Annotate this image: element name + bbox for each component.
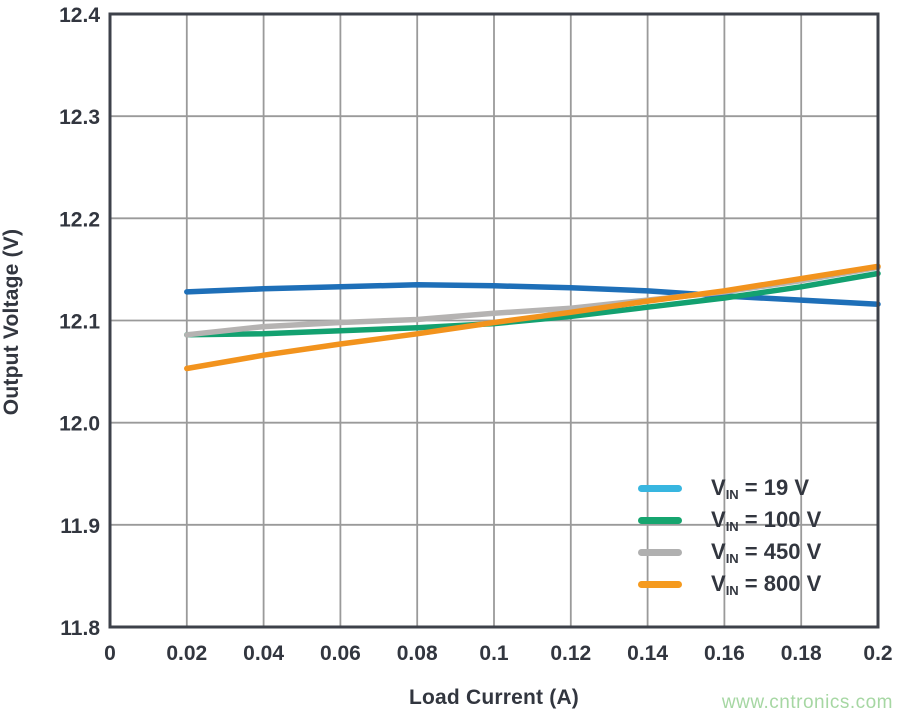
x-tick-label: 0.2 [863, 642, 892, 665]
x-tick-label: 0.04 [243, 642, 284, 665]
y-tick-label: 11.8 [60, 617, 100, 640]
legend-row: VIN = 450 V [638, 536, 821, 568]
legend-row: VIN = 100 V [638, 504, 821, 536]
x-tick-label: 0.08 [397, 642, 438, 665]
y-tick-label: 12.1 [59, 311, 100, 334]
x-tick-label: 0.02 [166, 642, 207, 665]
watermark-text: www.cntronics.com [721, 692, 893, 713]
x-tick-label: 0.1 [479, 642, 509, 665]
x-tick-label: 0.06 [320, 642, 361, 665]
y-tick-label: 12.3 [59, 106, 100, 129]
y-tick-label: 12.4 [59, 4, 100, 27]
x-axis-title: Load Current (A) [408, 686, 580, 709]
legend-label: VIN = 450 V [711, 538, 822, 566]
x-tick-label: 0.18 [781, 642, 822, 665]
y-tick-label: 11.9 [60, 515, 100, 538]
legend: VIN = 19 V VIN = 100 V VIN = 450 V VIN = 80… [638, 472, 821, 600]
y-tick-label: 12.0 [59, 413, 100, 436]
legend-label: VIN = 19 V [711, 474, 810, 502]
series-line [184, 281, 881, 307]
legend-swatch [638, 484, 682, 492]
x-tick-label: 0.12 [550, 642, 591, 665]
legend-swatch [638, 548, 682, 556]
x-tick-label: 0 [104, 642, 116, 665]
plot-border [108, 12, 880, 629]
legend-swatch [638, 580, 682, 588]
legend-row: VIN = 19 V [638, 472, 821, 504]
x-tick-label: 0.16 [704, 642, 745, 665]
legend-label: VIN = 800 V [711, 570, 822, 598]
legend-row: VIN = 800 V [638, 568, 821, 600]
y-tick-label: 12.2 [59, 208, 100, 231]
legend-swatch [638, 516, 682, 524]
series-line [184, 263, 881, 372]
x-tick-label: 0.14 [627, 642, 668, 665]
y-axis-title: Output Voltage (V) [0, 228, 23, 416]
legend-label: VIN = 100 V [711, 506, 822, 534]
